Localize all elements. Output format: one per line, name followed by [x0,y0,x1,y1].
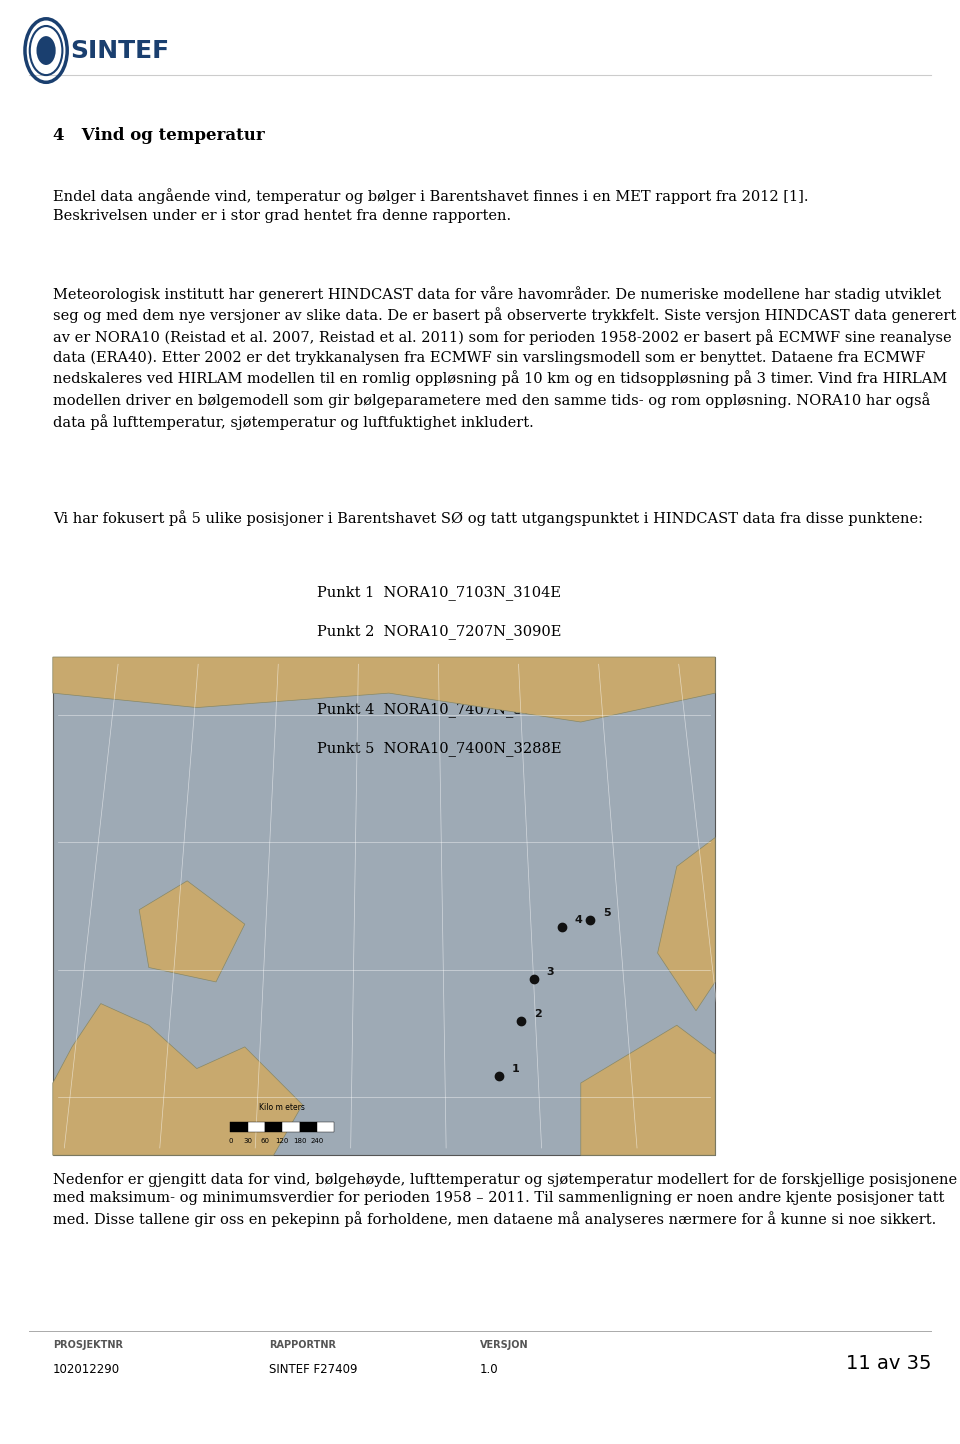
Polygon shape [53,657,715,722]
FancyBboxPatch shape [317,1122,334,1132]
Text: 3: 3 [546,967,554,976]
Text: 1: 1 [512,1064,519,1073]
FancyBboxPatch shape [230,1122,248,1132]
Text: 11 av 35: 11 av 35 [846,1354,931,1373]
Text: 1.0: 1.0 [480,1363,498,1376]
Text: Meteorologisk institutt har generert HINDCAST data for våre havområder. De numer: Meteorologisk institutt har generert HIN… [53,286,956,430]
FancyBboxPatch shape [265,1122,282,1132]
Polygon shape [658,838,715,1011]
Text: SINTEF: SINTEF [70,39,169,62]
Text: 2: 2 [534,1009,541,1018]
Text: 4   Vind og temperatur: 4 Vind og temperatur [53,127,265,144]
Text: Punkt 4  NORA10_7407N_3079E: Punkt 4 NORA10_7407N_3079E [317,702,561,716]
Text: Punkt 1  NORA10_7103N_3104E: Punkt 1 NORA10_7103N_3104E [317,585,561,599]
FancyBboxPatch shape [300,1122,317,1132]
Text: 60: 60 [260,1138,270,1144]
Text: Nedenfor er gjengitt data for vind, bølgehøyde, lufttemperatur og sjøtemperatur : Nedenfor er gjengitt data for vind, bølg… [53,1173,957,1227]
FancyBboxPatch shape [282,1122,300,1132]
Text: 102012290: 102012290 [53,1363,120,1376]
Polygon shape [139,881,245,982]
Text: 5: 5 [603,908,611,917]
Text: Endel data angående vind, temperatur og bølger i Barentshavet finnes i en MET ra: Endel data angående vind, temperatur og … [53,188,808,222]
Text: Punkt 2  NORA10_7207N_3090E: Punkt 2 NORA10_7207N_3090E [317,624,562,638]
Text: Vi har fokusert på 5 ulike posisjoner i Barentshavet SØ og tatt utgangspunktet i: Vi har fokusert på 5 ulike posisjoner i … [53,510,923,526]
Text: RAPPORTNR: RAPPORTNR [269,1340,336,1350]
Text: 30: 30 [243,1138,252,1144]
FancyBboxPatch shape [248,1122,265,1132]
Text: PROSJEKTNR: PROSJEKTNR [53,1340,123,1350]
Text: 180: 180 [293,1138,306,1144]
Polygon shape [53,1004,302,1155]
Text: Punkt 3  NORA10_7311N_3077E: Punkt 3 NORA10_7311N_3077E [317,663,561,677]
FancyBboxPatch shape [53,657,715,1155]
Text: 4: 4 [574,915,582,924]
Text: 0: 0 [228,1138,232,1144]
Text: VERSJON: VERSJON [480,1340,529,1350]
Text: 240: 240 [310,1138,324,1144]
Text: Punkt 5  NORA10_7400N_3288E: Punkt 5 NORA10_7400N_3288E [317,741,562,755]
Circle shape [36,36,56,65]
Text: 120: 120 [276,1138,289,1144]
Text: Kilo m eters: Kilo m eters [259,1103,305,1112]
Polygon shape [581,1025,715,1155]
Text: SINTEF F27409: SINTEF F27409 [269,1363,357,1376]
